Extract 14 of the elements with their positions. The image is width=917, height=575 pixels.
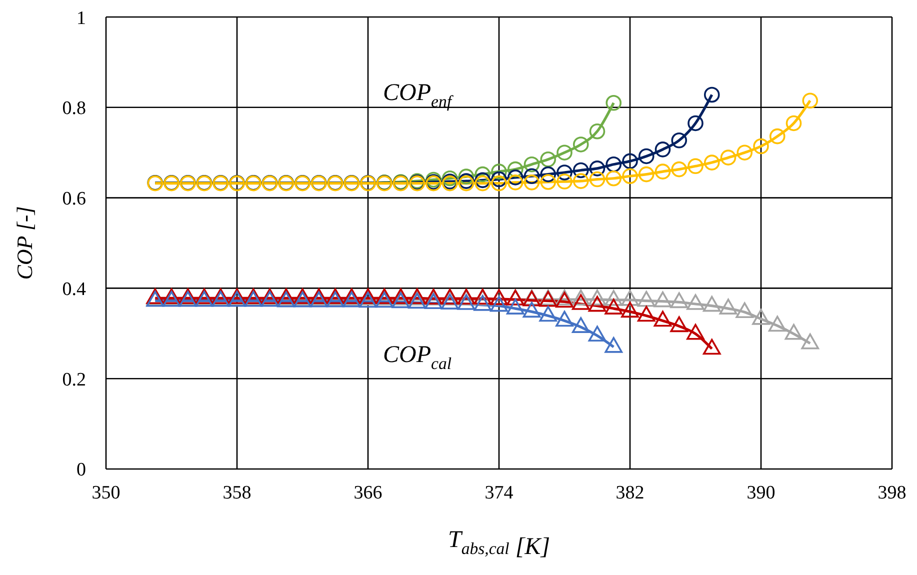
y-tick-label: 0.4 (62, 278, 86, 300)
y-tick-label: 0.6 (62, 188, 86, 210)
y-tick-label: 0 (76, 460, 86, 481)
x-tick-label: 350 (92, 482, 120, 504)
x-tick-label: 358 (222, 482, 252, 504)
x-tick-label: 390 (746, 482, 776, 504)
x-tick-label: 366 (354, 482, 382, 504)
y-tick-label: 0.2 (62, 369, 86, 390)
y-tick-label: 1 (76, 8, 86, 29)
y-axis-title: COP [-] (12, 206, 37, 280)
y-tick-label: 0.8 (62, 98, 86, 120)
x-tick-label: 398 (878, 482, 906, 504)
x-tick-label: 382 (616, 482, 644, 504)
x-tick-label: 374 (484, 482, 514, 504)
